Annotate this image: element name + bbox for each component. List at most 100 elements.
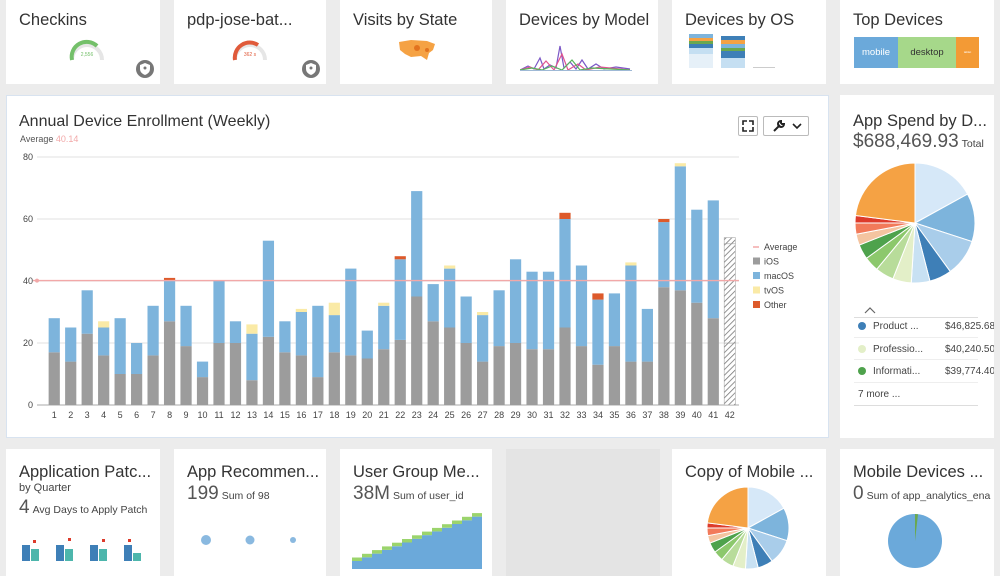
legend-row[interactable]: Informati... $39,774.40 xyxy=(858,366,994,377)
recommend-dots xyxy=(201,535,296,545)
x-tick-label: 27 xyxy=(478,410,488,420)
legend-row[interactable]: Professio... $40,240.50 xyxy=(858,344,994,355)
x-tick-label: 31 xyxy=(544,410,554,420)
bar-macos-3 xyxy=(81,290,93,334)
gauge-value: 2,556 xyxy=(81,52,94,58)
more-link[interactable]: 7 more ... xyxy=(858,389,901,400)
bar-macos-10 xyxy=(196,361,209,378)
bar-macos-11 xyxy=(213,281,225,343)
devices-model-tile[interactable]: Devices by Model xyxy=(506,0,658,84)
kpi-value: 38M Sum of user_id xyxy=(353,483,464,505)
devices-os-tile[interactable]: Devices by OS xyxy=(672,0,826,84)
tile-subtitle: by Quarter xyxy=(19,482,71,494)
settings-dropdown-button[interactable] xyxy=(763,116,809,136)
pie-slice xyxy=(706,486,749,529)
bar-other-42 xyxy=(723,237,736,245)
mobile-devices-tile[interactable]: Mobile Devices ... 0 Sum of app_analytics… xyxy=(840,449,994,576)
bar-macos-36 xyxy=(625,265,637,362)
bar-ios-7 xyxy=(147,355,159,405)
bar-ios-42 xyxy=(723,342,736,406)
checkins-tile[interactable]: Checkins 2,556 xyxy=(6,0,160,84)
bar-macos-32 xyxy=(559,219,571,328)
bar-other-38 xyxy=(658,219,670,223)
legend-value: $39,774.40 xyxy=(945,366,994,377)
bar-macos-4 xyxy=(98,327,110,356)
app-patch-tile[interactable]: Application Patc... by Quarter 4 Avg Days… xyxy=(6,449,160,576)
gauge-value: 362 s xyxy=(244,52,257,58)
tile-title: pdp-jose-bat... xyxy=(187,11,293,29)
bar-ios-3 xyxy=(81,333,93,405)
bar-macos-13 xyxy=(246,333,258,381)
x-tick-label: 22 xyxy=(395,410,405,420)
y-tick-label: 0 xyxy=(28,400,33,410)
bar-macos-8 xyxy=(163,281,176,322)
app-recommend-tile[interactable]: App Recommen... 199 Sum of 98 xyxy=(174,449,326,576)
top-devices-tile[interactable]: Top Devices mobile desktop tablet xyxy=(840,0,994,84)
bar-tvos-39 xyxy=(674,163,686,167)
bar-macos-37 xyxy=(641,308,653,362)
bar-macos-35 xyxy=(608,293,621,347)
kpi-caption: Sum of user_id xyxy=(392,490,464,502)
bar-macos-42 xyxy=(723,243,736,344)
bar-macos-31 xyxy=(542,271,555,350)
x-tick-label: 7 xyxy=(151,410,156,420)
chart-title: Annual Device Enrollment (Weekly) xyxy=(19,113,271,130)
tile-title: User Group Me... xyxy=(353,463,480,481)
tile-title: Top Devices xyxy=(853,11,943,29)
bar-ios-9 xyxy=(180,346,192,405)
bar-macos-27 xyxy=(477,315,489,362)
bar-macos-1 xyxy=(48,318,60,353)
x-tick-label: 3 xyxy=(85,410,90,420)
x-tick-label: 15 xyxy=(280,410,290,420)
x-tick-label: 10 xyxy=(198,410,208,420)
kpi-caption: Sum of app_analytics_ena xyxy=(866,490,991,502)
app-spend-tile[interactable]: App Spend by D... $688,469.93 Total Produ… xyxy=(840,95,994,438)
pdp-tile[interactable]: pdp-jose-bat... 362 s xyxy=(174,0,326,84)
x-tick-label: 41 xyxy=(708,410,718,420)
legend-swatch xyxy=(753,301,760,308)
x-tick-label: 16 xyxy=(296,410,306,420)
bar-ios-38 xyxy=(658,287,670,405)
bar-tvos-13 xyxy=(246,324,258,334)
bar-macos-6 xyxy=(131,343,143,374)
chevron-up-icon[interactable] xyxy=(864,307,876,315)
bar-macos-17 xyxy=(312,305,324,378)
bar-ios-16 xyxy=(295,355,307,405)
area-fill xyxy=(352,516,482,569)
user-group-tile[interactable]: User Group Me... 38M Sum of user_id xyxy=(340,449,492,576)
x-tick-label: 32 xyxy=(560,410,570,420)
total-value: $688,469.93 Total xyxy=(853,131,984,153)
x-tick-label: 20 xyxy=(362,410,372,420)
bar-macos-40 xyxy=(691,209,703,303)
area-step xyxy=(412,535,422,539)
bar-macos-5 xyxy=(114,318,126,374)
average-caption: Average 40.14 xyxy=(20,134,78,144)
fullscreen-button[interactable] xyxy=(738,116,758,136)
copy-mobile-tile[interactable]: Copy of Mobile ... xyxy=(672,449,826,576)
tile-title: Checkins xyxy=(19,11,87,29)
bar-macos-25 xyxy=(444,268,456,328)
segment-desktop: desktop xyxy=(898,37,956,68)
kpi-number: 38M xyxy=(353,483,390,504)
legend-row[interactable]: Product ... $46,825.68 xyxy=(858,321,994,332)
kpi-caption: Sum of 98 xyxy=(221,490,270,502)
bar-other-32 xyxy=(559,212,571,219)
tile-title: Devices by OS xyxy=(685,11,795,29)
tile-title: App Recommen... xyxy=(187,463,320,481)
bar-ios-15 xyxy=(279,352,291,405)
bar-tvos-36 xyxy=(625,262,637,266)
legend-label: iOS xyxy=(764,257,779,267)
legend-value: $46,825.68 xyxy=(945,321,994,332)
x-tick-label: 35 xyxy=(609,410,619,420)
x-tick-label: 25 xyxy=(445,410,455,420)
x-tick-label: 28 xyxy=(494,410,504,420)
bar-ios-41 xyxy=(707,318,719,405)
bar-macos-12 xyxy=(229,321,242,343)
x-tick-label: 21 xyxy=(379,410,389,420)
visits-tile[interactable]: Visits by State xyxy=(340,0,492,84)
bar-macos-28 xyxy=(493,290,505,347)
bar-ios-2 xyxy=(65,361,77,405)
bar-ios-32 xyxy=(559,327,571,405)
bar-macos-9 xyxy=(180,305,192,347)
bar-ios-36 xyxy=(625,361,637,405)
